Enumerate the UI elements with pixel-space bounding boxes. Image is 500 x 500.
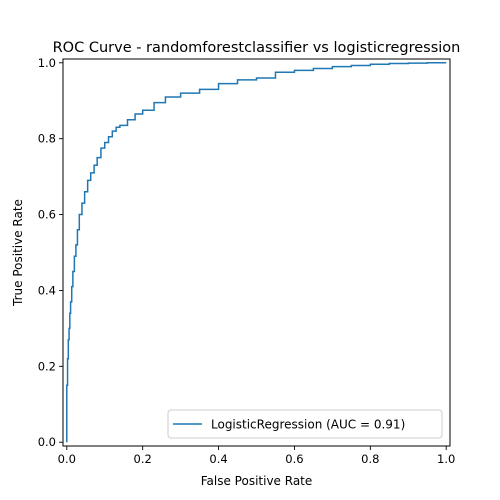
roc-curve-line-0	[66, 62, 447, 443]
y-tick-label: 0.2	[38, 359, 56, 373]
x-tick-label: 0.2	[134, 452, 152, 466]
x-tick-label: 0.0	[58, 452, 76, 466]
y-axis-label: True Positive Rate	[11, 199, 25, 307]
x-tick-label: 0.4	[209, 452, 227, 466]
x-tick-label: 1.0	[437, 452, 455, 466]
y-tick-label: 0.8	[38, 132, 56, 146]
x-axis-label: False Positive Rate	[201, 474, 313, 488]
y-tick-label: 0.6	[38, 208, 56, 222]
x-tick-label: 0.6	[285, 452, 303, 466]
plot-area	[66, 62, 447, 443]
ticks: 0.0 0.2 0.4 0.6 0.8 1.0 0.0 0.2 0.4 0.6 0.8 1.0	[38, 56, 456, 466]
y-tick-label: 0.4	[38, 283, 56, 297]
chart-title: ROC Curve - randomforestclassifier vs lo…	[53, 40, 461, 56]
x-tick-label: 0.8	[361, 452, 379, 466]
y-tick-label: 1.0	[38, 56, 56, 70]
legend-entry-label: LogisticRegression (AUC = 0.91)	[211, 418, 405, 432]
axes-frame	[62, 58, 451, 447]
legend: LogisticRegression (AUC = 0.91)	[167, 409, 443, 439]
legend-box	[167, 409, 443, 439]
y-tick-label: 0.0	[38, 435, 56, 449]
